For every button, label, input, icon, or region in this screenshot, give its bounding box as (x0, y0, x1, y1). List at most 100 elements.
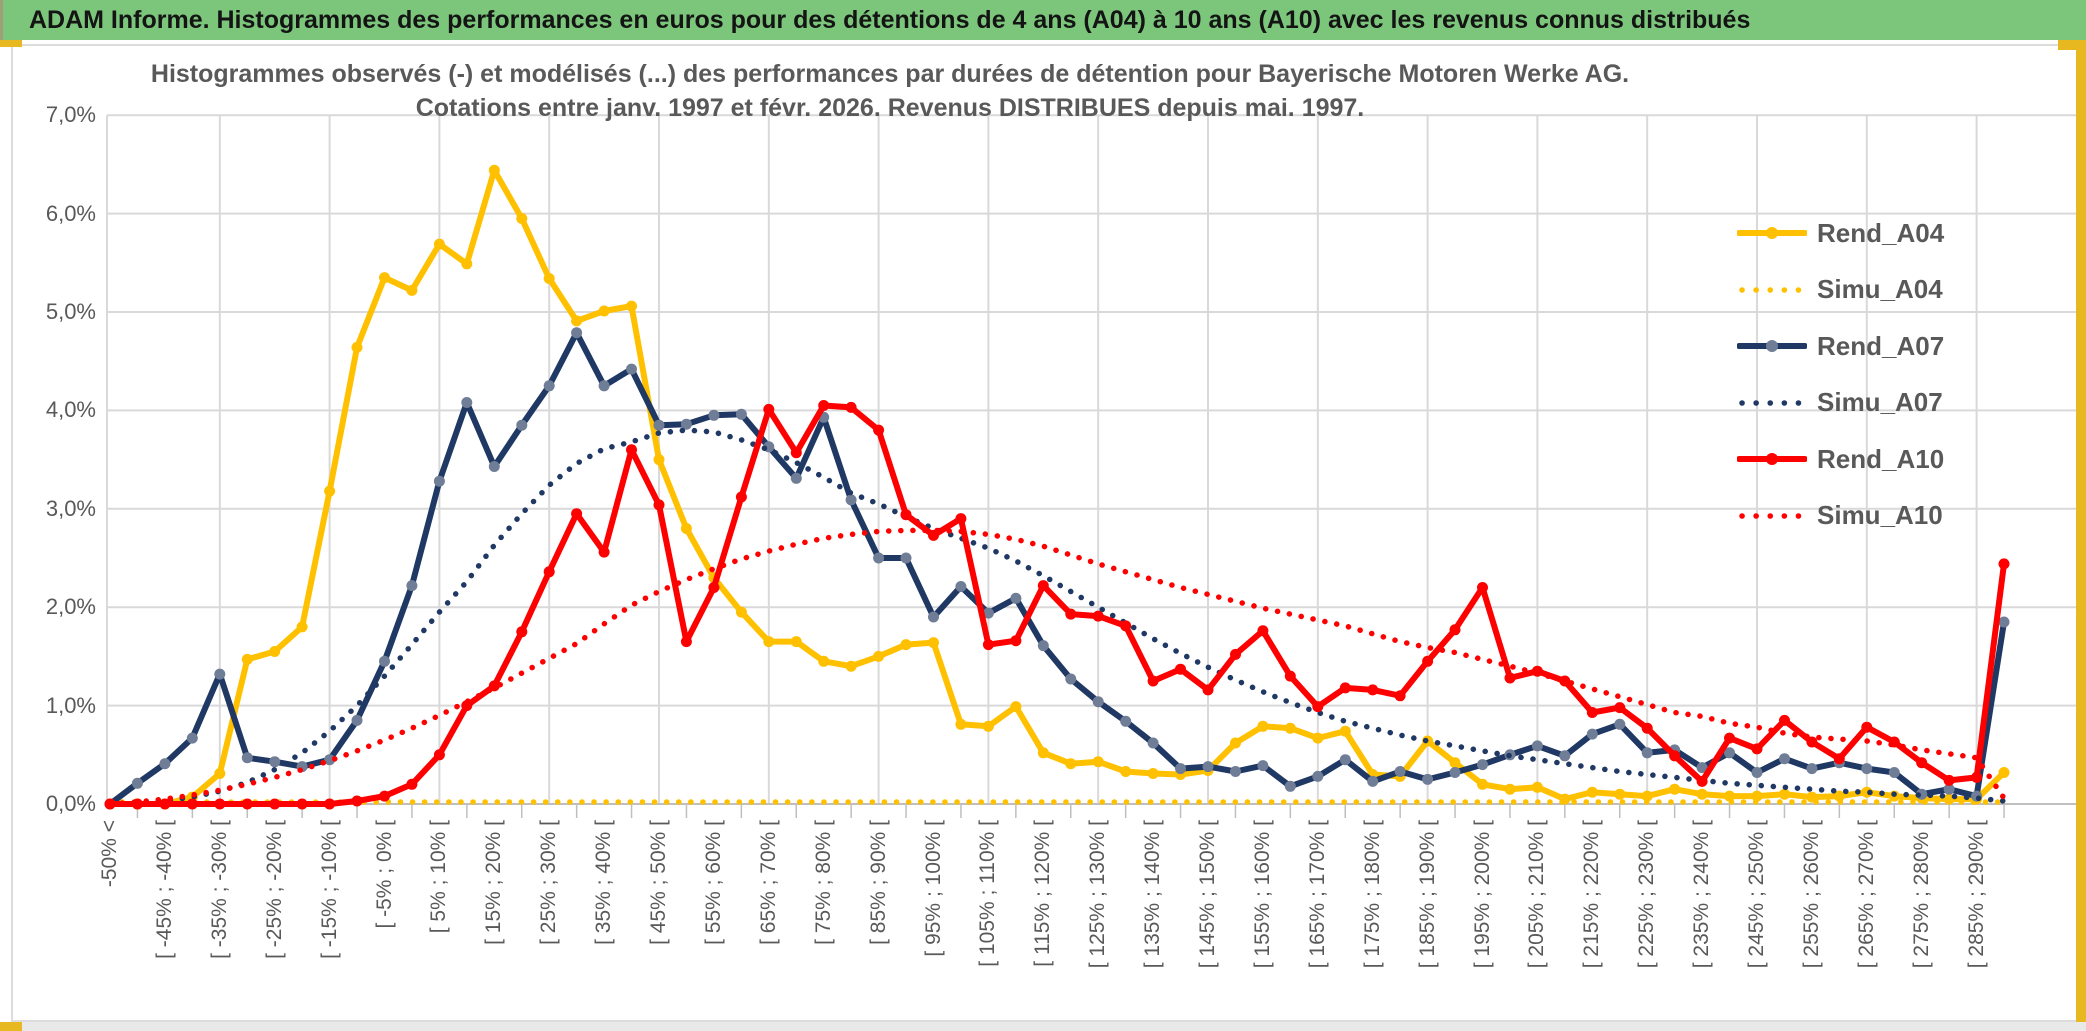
legend-label: Simu_A04 (1817, 274, 1943, 304)
x-axis-label: [ 285% ; 290% [ (1964, 820, 1988, 969)
x-axis-label: [ 235% ; 240% [ (1690, 820, 1714, 969)
series-marker-rend_a10 (1586, 707, 1598, 718)
series-marker-rend_a10 (598, 546, 610, 558)
x-axis-label: [ 95% ; 100% [ (921, 820, 945, 957)
accent-bottom-left (0, 1022, 22, 1031)
series-marker-rend_a10 (1284, 670, 1296, 682)
series-marker-rend_a07 (1998, 616, 2010, 628)
series-marker-rend_a10 (1696, 775, 1708, 787)
series-marker-rend_a10 (1998, 558, 2010, 570)
series-marker-rend_a07 (873, 552, 885, 564)
x-axis-label: [ 15% ; 20% [ (482, 820, 506, 945)
series-marker-rend_a10 (900, 509, 912, 521)
series-marker-rend_a04 (1037, 747, 1049, 759)
legend-item-rend_a04: Rend_A04 (1737, 218, 1944, 248)
series-marker-rend_a10 (1724, 732, 1735, 744)
y-axis-label: 6,0% (45, 200, 96, 226)
series-marker-rend_a07 (735, 408, 747, 420)
series-marker-rend_a10 (1641, 722, 1653, 734)
series-marker-rend_a07 (1586, 728, 1598, 740)
series-marker-rend_a07 (1861, 763, 1873, 775)
series-marker-rend_a07 (1230, 766, 1241, 777)
series-marker-rend_a04 (516, 213, 528, 224)
chart-canvas (11, 44, 2080, 1022)
series-marker-rend_a04 (928, 637, 939, 649)
series-marker-rend_a04 (433, 238, 445, 250)
x-axis-label: [ 45% ; 50% [ (647, 820, 670, 945)
series-marker-rend_a10 (653, 499, 665, 511)
series-marker-rend_a04 (406, 284, 418, 296)
series-marker-rend_a04 (1724, 790, 1735, 802)
series-marker-rend_a10 (1669, 750, 1681, 762)
series-marker-rend_a10 (1367, 684, 1379, 696)
x-axis-label: [ 55% ; 60% [ (701, 820, 725, 945)
legend-marker-line-icon (1737, 340, 1807, 352)
x-axis-label: [ 25% ; 30% [ (537, 820, 561, 945)
series-marker-rend_a07 (790, 472, 802, 484)
y-axis-label: 4,0% (45, 397, 96, 423)
series-marker-rend_a07 (928, 611, 939, 623)
y-axis-label: 7,0% (45, 102, 96, 128)
series-line-rend_a04 (107, 167, 2007, 807)
x-axis-label: [ 165% ; 170% [ (1305, 820, 1329, 969)
series-marker-rend_a07 (1559, 750, 1571, 762)
series-marker-rend_a04 (488, 164, 500, 176)
series-marker-rend_a07 (379, 655, 390, 667)
series-marker-rend_a07 (1641, 747, 1653, 759)
series-line-simu_a07 (107, 427, 2007, 807)
x-axis-label: [ 195% ; 200% [ (1470, 820, 1494, 969)
series-marker-rend_a10 (1175, 663, 1186, 675)
series-marker-rend_a04 (1065, 758, 1077, 770)
y-axis-label: 3,0% (45, 495, 96, 521)
series-marker-rend_a04 (379, 272, 390, 284)
legend-marker-dotted-icon (1739, 286, 1805, 293)
series-marker-rend_a07 (433, 475, 445, 487)
y-axis-label: 0,0% (45, 791, 96, 816)
series-marker-rend_a10 (1861, 721, 1873, 733)
series-marker-rend_a10 (845, 401, 857, 413)
series-line-rend_a07 (107, 329, 2007, 807)
series-marker-rend_a07 (186, 732, 198, 744)
series-marker-rend_a10 (955, 513, 967, 525)
series-marker-rend_a10 (433, 749, 445, 761)
series-marker-rend_a04 (461, 258, 473, 270)
series-marker-rend_a10 (296, 798, 308, 810)
series-marker-rend_a07 (1065, 673, 1077, 685)
series-marker-rend_a04 (1751, 790, 1763, 802)
chart-title-line2: Cotations entre janv. 1997 et févr. 2026… (415, 94, 1365, 122)
series-marker-rend_a10 (1394, 690, 1406, 702)
accent-top-right-notch (2058, 40, 2086, 50)
series-marker-rend_a07 (1477, 759, 1488, 771)
series-marker-rend_a10 (982, 639, 994, 651)
legend-item-simu_a07: Simu_A07 (1737, 387, 1943, 418)
series-marker-rend_a10 (1037, 580, 1049, 592)
series-marker-rend_a04 (1998, 767, 2010, 778)
series-marker-rend_a07 (1751, 767, 1763, 778)
legend-item-simu_a04: Simu_A04 (1737, 274, 1943, 305)
series-marker-rend_a04 (1779, 788, 1790, 800)
series-marker-rend_a07 (571, 327, 583, 339)
series-marker-rend_a10 (351, 795, 363, 807)
series-marker-rend_a10 (1120, 620, 1132, 632)
x-axis-label: [ 215% ; 220% [ (1580, 820, 1604, 969)
series-marker-rend_a10 (790, 447, 802, 459)
series-marker-rend_a07 (324, 754, 336, 766)
series-marker-rend_a07 (1092, 696, 1104, 708)
series-marker-rend_a07 (214, 668, 226, 680)
series-marker-rend_a04 (269, 646, 281, 657)
series-marker-rend_a07 (1943, 783, 1955, 795)
series-marker-rend_a07 (1806, 763, 1818, 775)
series-marker-rend_a04 (1257, 720, 1269, 732)
series-marker-rend_a10 (1751, 743, 1763, 755)
series-marker-rend_a07 (598, 380, 610, 392)
series-marker-rend_a07 (488, 461, 500, 472)
series-marker-rend_a07 (653, 419, 665, 431)
series-marker-rend_a10 (543, 566, 555, 578)
accent-right-strip (2076, 40, 2086, 1031)
series-marker-rend_a04 (653, 454, 665, 466)
series-marker-rend_a10 (1147, 675, 1159, 687)
series-marker-rend_a10 (1010, 635, 1022, 647)
series-marker-rend_a04 (1010, 701, 1022, 713)
x-axis-label: -50% < (98, 820, 121, 888)
